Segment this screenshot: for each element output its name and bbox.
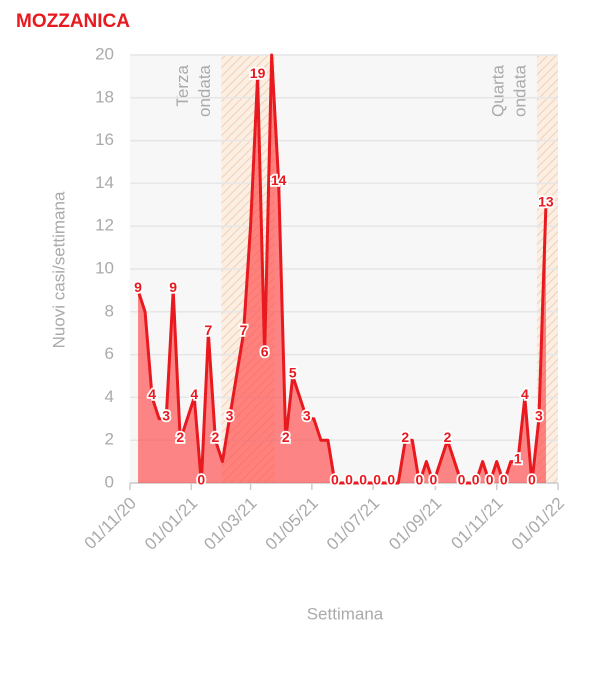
- y-tick-label: 16: [95, 130, 114, 149]
- value-label: 0: [528, 472, 536, 488]
- period-label: ondata: [510, 64, 529, 117]
- value-label: 13: [538, 194, 554, 210]
- value-label: 4: [148, 386, 156, 402]
- x-tick-label: 01/01/21: [141, 494, 201, 554]
- value-label: 3: [162, 408, 170, 424]
- value-label: 3: [303, 408, 311, 424]
- value-label: 0: [472, 472, 480, 488]
- x-tick-label: 01/11/20: [81, 494, 140, 553]
- value-label: 19: [250, 65, 266, 81]
- value-label: 0: [458, 472, 466, 488]
- value-label: 3: [535, 408, 543, 424]
- value-label: 2: [212, 429, 220, 445]
- y-tick-label: 12: [95, 216, 114, 235]
- x-tick-label: 01/05/21: [262, 494, 322, 554]
- value-label: 4: [190, 386, 198, 402]
- y-tick-label: 18: [95, 87, 114, 106]
- value-label: 1: [514, 450, 522, 466]
- y-axis-label: Nuovi casi/settimana: [49, 191, 68, 348]
- x-tick-label: 01/01/22: [508, 494, 568, 554]
- value-label: 6: [261, 343, 269, 359]
- y-tick-label: 20: [95, 44, 114, 63]
- y-tick-label: 0: [105, 472, 114, 491]
- period-label: Quarta: [488, 64, 507, 117]
- x-tick-label: 01/11/21: [447, 494, 506, 553]
- value-label: 5: [289, 365, 297, 381]
- value-label: 14: [271, 172, 287, 188]
- value-label: 7: [204, 322, 212, 338]
- y-tick-label: 14: [95, 173, 114, 192]
- y-tick-label: 10: [95, 258, 114, 277]
- value-label: 0: [359, 472, 367, 488]
- value-label: 3: [226, 408, 234, 424]
- value-label: 9: [169, 279, 177, 295]
- value-label: 2: [282, 429, 290, 445]
- value-label: 0: [486, 472, 494, 488]
- value-label: 0: [331, 472, 339, 488]
- period-label: ondata: [195, 64, 214, 117]
- value-label: 0: [415, 472, 423, 488]
- area: [138, 55, 546, 483]
- value-label: 0: [430, 472, 438, 488]
- period-label: Terza: [173, 64, 192, 106]
- value-label: 0: [345, 472, 353, 488]
- y-tick-label: 6: [105, 344, 114, 363]
- value-label: 0: [387, 472, 395, 488]
- value-label: 4: [521, 386, 529, 402]
- line: [136, 53, 548, 485]
- chart-title: MOZZANICA: [16, 11, 130, 32]
- value-label: 2: [176, 429, 184, 445]
- x-tick-label: 01/03/21: [200, 494, 260, 554]
- x-axis-label: Settimana: [307, 604, 384, 623]
- y-tick-label: 2: [105, 430, 114, 449]
- value-label: 2: [444, 429, 452, 445]
- value-label: 7: [240, 322, 248, 338]
- x-tick-label: 01/07/21: [323, 494, 383, 554]
- value-label: 0: [373, 472, 381, 488]
- value-label: 0: [500, 472, 508, 488]
- x-tick-label: 01/09/21: [385, 494, 445, 554]
- value-label: 0: [197, 472, 205, 488]
- y-tick-label: 4: [105, 387, 114, 406]
- value-label: 2: [401, 429, 409, 445]
- value-label: 9: [134, 279, 142, 295]
- y-tick-label: 8: [105, 301, 114, 320]
